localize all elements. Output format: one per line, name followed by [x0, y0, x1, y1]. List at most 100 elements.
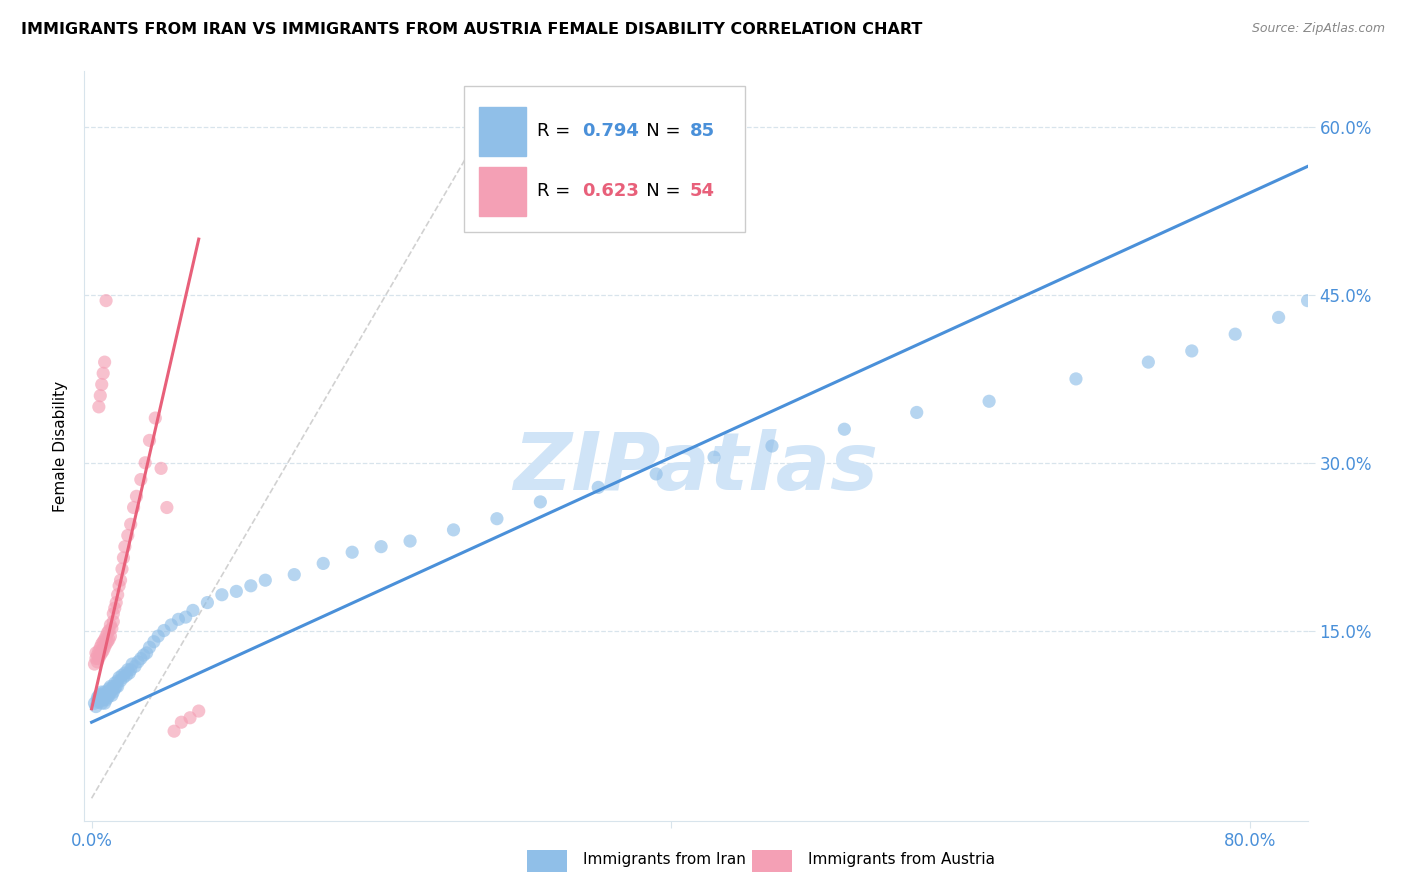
Point	[138, 434, 160, 448]
Point	[120, 663, 142, 677]
Point	[98, 624, 121, 638]
Point	[96, 690, 118, 705]
Point	[100, 629, 122, 643]
Point	[1326, 277, 1348, 291]
Point	[100, 680, 122, 694]
Point	[1267, 310, 1289, 325]
Text: Source: ZipAtlas.com: Source: ZipAtlas.com	[1251, 22, 1385, 36]
Point	[98, 689, 121, 703]
Point	[89, 687, 111, 701]
Point	[94, 293, 117, 308]
Point	[153, 624, 176, 638]
Point	[134, 456, 156, 470]
Point	[112, 550, 135, 565]
Point	[104, 601, 127, 615]
Point	[91, 643, 114, 657]
Point	[485, 511, 508, 525]
Point	[103, 615, 125, 629]
Point	[283, 567, 305, 582]
Point	[104, 676, 127, 690]
Point	[129, 651, 152, 665]
Point	[170, 715, 193, 730]
Point	[98, 632, 121, 647]
Point	[90, 637, 112, 651]
Point	[761, 439, 783, 453]
Point	[90, 696, 112, 710]
Point	[89, 389, 111, 403]
Point	[93, 355, 115, 369]
Point	[124, 659, 146, 673]
Point	[86, 693, 108, 707]
Point	[443, 523, 465, 537]
Point	[103, 607, 125, 621]
Point	[156, 500, 179, 515]
Point	[125, 489, 148, 503]
Point	[1340, 120, 1362, 135]
Point	[118, 666, 141, 681]
Point	[179, 711, 201, 725]
Point	[96, 634, 118, 648]
Y-axis label: Female Disability: Female Disability	[52, 380, 67, 512]
Text: IMMIGRANTS FROM IRAN VS IMMIGRANTS FROM AUSTRIA FEMALE DISABILITY CORRELATION CH: IMMIGRANTS FROM IRAN VS IMMIGRANTS FROM …	[21, 22, 922, 37]
Point	[90, 685, 112, 699]
Text: R =: R =	[537, 122, 576, 140]
Point	[1137, 355, 1160, 369]
Point	[91, 693, 114, 707]
Point	[84, 699, 107, 714]
Point	[101, 621, 124, 635]
Point	[91, 367, 114, 381]
Point	[132, 648, 155, 662]
Point	[111, 668, 134, 682]
Point	[1064, 372, 1087, 386]
Point	[94, 637, 117, 651]
Point	[834, 422, 856, 436]
Point	[100, 618, 122, 632]
Point	[83, 657, 105, 671]
Point	[87, 643, 110, 657]
Point	[977, 394, 1000, 409]
Point	[120, 517, 142, 532]
Bar	[479, 167, 526, 216]
Point	[107, 673, 129, 688]
Point	[115, 668, 138, 682]
Point	[163, 724, 186, 739]
Point	[117, 528, 139, 542]
Point	[93, 640, 115, 655]
Point	[93, 696, 115, 710]
Point	[89, 693, 111, 707]
Text: R =: R =	[537, 182, 576, 200]
Point	[84, 646, 107, 660]
Point	[91, 634, 114, 648]
Point	[84, 651, 107, 665]
Point	[87, 695, 110, 709]
Point	[1310, 288, 1333, 302]
Point	[239, 579, 262, 593]
Point	[96, 625, 118, 640]
Point	[108, 579, 131, 593]
Point	[1181, 343, 1204, 358]
Point	[100, 685, 122, 699]
Point	[101, 681, 124, 696]
Point	[101, 689, 124, 703]
Point	[110, 673, 132, 688]
Point	[197, 596, 219, 610]
Point	[104, 681, 127, 696]
Point	[112, 671, 135, 685]
Point	[529, 495, 551, 509]
Point	[105, 596, 128, 610]
Point	[83, 696, 105, 710]
Point	[93, 632, 115, 647]
Point	[93, 685, 115, 699]
Point	[138, 640, 160, 655]
Point	[110, 573, 132, 587]
Text: 54: 54	[690, 182, 714, 200]
Point	[167, 612, 190, 626]
Point	[645, 467, 668, 481]
Text: N =: N =	[628, 182, 686, 200]
Point	[143, 411, 166, 425]
Text: 85: 85	[690, 122, 716, 140]
Point	[187, 704, 209, 718]
Point	[370, 540, 392, 554]
Point	[94, 687, 117, 701]
Point	[122, 500, 145, 515]
